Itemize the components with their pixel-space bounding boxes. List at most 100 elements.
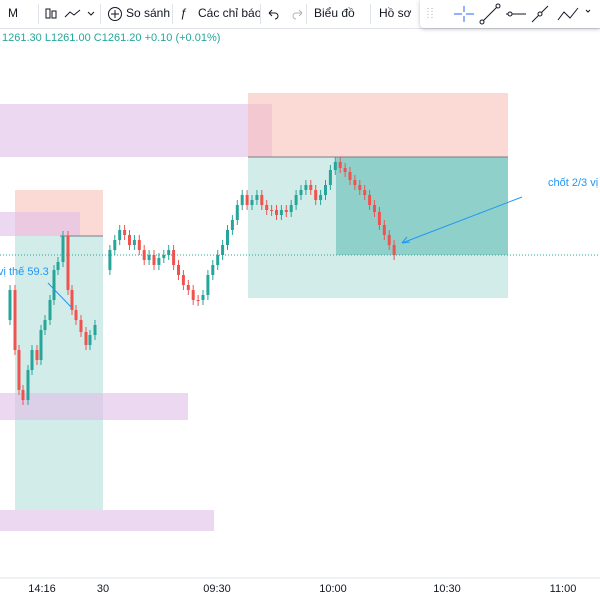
- candle: [284, 210, 288, 212]
- candle: [382, 225, 386, 235]
- candle: [348, 172, 352, 180]
- candle: [17, 350, 21, 390]
- candle: [167, 250, 171, 255]
- candle: [333, 162, 337, 170]
- plus-icon[interactable]: [107, 6, 123, 22]
- candle: [13, 290, 17, 350]
- annotation: vị thế 59.3: [0, 266, 49, 278]
- drawing-tools[interactable]: [420, 0, 600, 28]
- undo-redo[interactable]: [266, 7, 306, 21]
- time-label: 11:00: [550, 583, 577, 595]
- zone: [0, 393, 188, 420]
- candle: [230, 220, 234, 230]
- candle: [294, 195, 298, 205]
- candle: [132, 240, 136, 245]
- candle: [30, 350, 34, 370]
- candle: [70, 290, 74, 310]
- candle: [93, 325, 97, 335]
- arrow-head: [401, 236, 411, 244]
- candle: [61, 236, 65, 262]
- chart-menu[interactable]: Biểu đồ: [314, 6, 355, 20]
- interval[interactable]: M: [8, 6, 18, 20]
- target-zone: [15, 236, 103, 510]
- candle: [21, 390, 25, 400]
- target-zone-fill: [336, 157, 508, 255]
- candle: [377, 212, 381, 225]
- candle: [279, 210, 283, 215]
- candle: [221, 245, 225, 255]
- candle: [324, 185, 327, 195]
- candle: [358, 185, 362, 190]
- candle: [299, 190, 303, 195]
- candle: [52, 270, 56, 300]
- separator: [370, 4, 371, 24]
- candle: [191, 290, 195, 300]
- candle: [392, 245, 396, 255]
- candle: [88, 335, 92, 345]
- candle: [255, 195, 259, 200]
- candle: [235, 205, 239, 220]
- candle: [108, 250, 112, 270]
- zone: [0, 510, 214, 531]
- candle: [343, 168, 347, 172]
- candle: [177, 265, 180, 275]
- drawing-toolbar: [420, 0, 600, 28]
- candle: [157, 258, 161, 265]
- candle: [147, 255, 151, 260]
- candle: [250, 200, 254, 205]
- candle: [196, 300, 200, 301]
- candle: [35, 350, 39, 360]
- arrow: [401, 196, 523, 244]
- candle: [338, 162, 342, 168]
- candle: [186, 285, 190, 290]
- candle: [319, 195, 323, 200]
- candle: [172, 250, 176, 265]
- zone: [0, 104, 272, 157]
- toolbar: M So sánh ƒ Các chỉ báo Biểu đồ Hồ sơ: [0, 0, 600, 29]
- time-label: 10:00: [319, 583, 347, 595]
- candle: [304, 185, 308, 190]
- candle: [128, 235, 131, 245]
- candle: [265, 205, 269, 210]
- candle: [74, 310, 78, 320]
- ohlc-high: 1261.30: [2, 32, 42, 44]
- time-label: 09:30: [203, 583, 231, 595]
- candles: [8, 157, 396, 405]
- time-label: 10:30: [433, 583, 461, 595]
- candle: [26, 370, 30, 400]
- candle: [314, 190, 318, 200]
- candle: [353, 180, 357, 185]
- candle: [43, 320, 47, 330]
- separator: [100, 4, 101, 24]
- candle: [118, 230, 122, 240]
- profile-menu[interactable]: Hồ sơ: [379, 6, 412, 20]
- time-label: 30: [97, 583, 109, 595]
- candle: [289, 205, 293, 212]
- candle: [216, 255, 220, 265]
- candle: [387, 235, 391, 245]
- compare[interactable]: So sánh: [126, 6, 171, 20]
- candle: [152, 255, 156, 265]
- candle: [66, 236, 70, 290]
- zone: [0, 212, 80, 236]
- candle: [84, 332, 88, 345]
- separator: [260, 4, 261, 24]
- candle: [328, 170, 332, 185]
- candle-icon[interactable]: [44, 6, 58, 22]
- candle: [260, 195, 264, 205]
- ohlc-change: +0.10 (+0.01%): [145, 32, 221, 44]
- separator: [172, 4, 173, 24]
- candle: [113, 240, 117, 250]
- line-icon[interactable]: [64, 6, 98, 22]
- candle: [201, 295, 205, 300]
- candle: [56, 262, 60, 270]
- candle: [363, 190, 367, 195]
- indicators[interactable]: Các chỉ báo: [198, 6, 262, 20]
- candle: [373, 205, 376, 212]
- candle: [270, 210, 274, 211]
- candle: [240, 195, 244, 205]
- candle: [206, 275, 210, 295]
- candle: [137, 240, 141, 250]
- fx-icon: ƒ: [180, 6, 187, 20]
